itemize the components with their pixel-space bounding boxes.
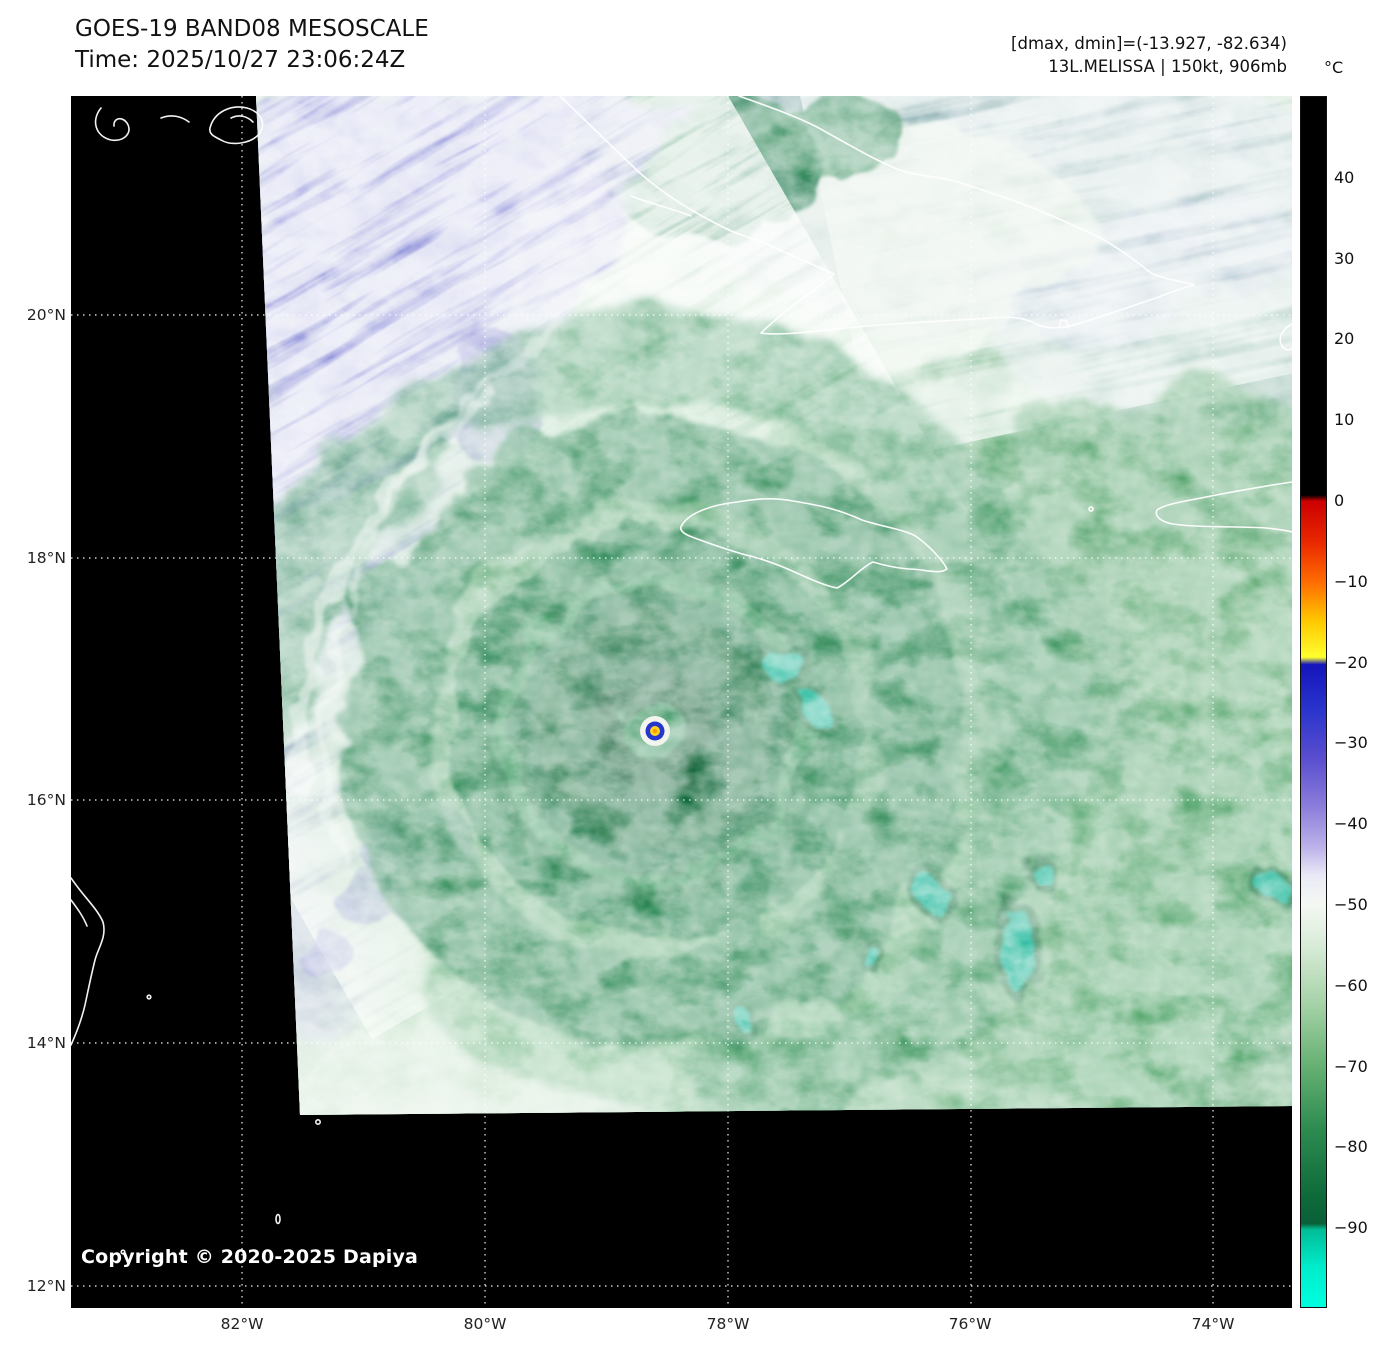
colorbar-tick-label: −80 [1334, 1137, 1368, 1156]
map-area: Copyright © 2020-2025 Dapiya [71, 96, 1292, 1308]
lat-label-20N: 20°N [26, 306, 66, 324]
colorbar-tick-label: −40 [1334, 814, 1368, 833]
colorbar-tick-label: −30 [1334, 733, 1368, 752]
lat-label-12N: 12°N [26, 1277, 66, 1295]
lon-label-76W: 76°W [948, 1315, 992, 1333]
colorbar-tick-label: 30 [1334, 249, 1355, 268]
coastline-haiti-northwest [1279, 323, 1292, 351]
coastline-cuba-south [559, 96, 1195, 335]
header-left: GOES-19 BAND08 MESOSCALE Time: 2025/10/2… [75, 14, 429, 76]
island-corn [120, 1249, 126, 1255]
colorbar-tick-label: −20 [1334, 653, 1368, 672]
coastline-cuba-north [738, 96, 1195, 286]
lon-label-80W: 80°W [463, 1315, 507, 1333]
lon-label-74W: 74°W [1191, 1315, 1235, 1333]
lat-label-18N: 18°N [26, 549, 66, 567]
graticule [71, 96, 1292, 1308]
coastline-fragment-topleft [94, 107, 130, 142]
coastline-jamaica [679, 497, 948, 589]
colorbar-tick-label: 10 [1334, 410, 1355, 429]
island-miskito-cays [146, 994, 152, 1000]
header-right: [dmax, dmin]=(-13.927, -82.634) 13L.MELI… [1011, 32, 1287, 78]
colorbar-tick-label: −70 [1334, 1057, 1368, 1076]
island-san-andres [275, 1213, 281, 1225]
copyright-notice: Copyright © 2020-2025 Dapiya [81, 1246, 419, 1268]
island-providencia [315, 1118, 322, 1125]
colorbar-tick-label: −90 [1334, 1218, 1368, 1237]
timestamp: Time: 2025/10/27 23:06:24Z [75, 47, 406, 73]
lat-label-14N: 14°N [26, 1034, 66, 1052]
colorbar-gradient [1300, 96, 1327, 1308]
colorbar-unit: °C [1324, 58, 1344, 77]
colorbar-tick-label: −50 [1334, 895, 1368, 914]
page-title: GOES-19 BAND08 MESOSCALE [75, 16, 429, 42]
lon-label-78W: 78°W [706, 1315, 750, 1333]
coastlines [71, 96, 1292, 1255]
satellite-map [71, 96, 1292, 1308]
coastline-nicaragua [71, 877, 105, 1046]
colorbar-tick-label: 20 [1334, 329, 1355, 348]
satellite-imagery [256, 96, 1292, 1115]
lat-label-16N: 16°N [26, 791, 66, 809]
island-isla-juventud [209, 106, 264, 145]
island-navassa [1088, 506, 1094, 512]
colorbar-tick-label: −10 [1334, 572, 1368, 591]
hurricane-eye [640, 716, 670, 746]
colorbar-tick-label: −60 [1334, 976, 1368, 995]
storm-info: 13L.MELISSA | 150kt, 906mb [1048, 57, 1287, 76]
lon-label-82W: 82°W [220, 1315, 264, 1333]
colorbar-tick-label: 40 [1334, 168, 1355, 187]
coastline-haiti-tiburon [1155, 481, 1292, 533]
dmax-dmin-readout: [dmax, dmin]=(-13.927, -82.634) [1011, 34, 1287, 53]
colorbar-tick-label: 0 [1334, 491, 1345, 510]
